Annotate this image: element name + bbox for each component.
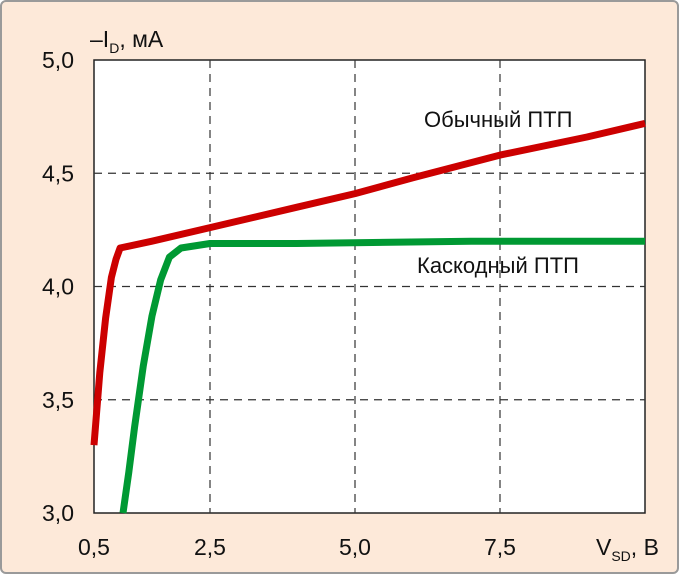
series-label-ordinary-jfet: Обычный ПТП — [424, 107, 572, 132]
x-tick-label-2: 5,0 — [339, 534, 371, 560]
x-tick-label-0: 0,5 — [78, 534, 110, 560]
series-layer — [90, 119, 646, 514]
series-label-cascode-jfet: Каскодный ПТП — [417, 253, 579, 278]
y-tick-label-4: 5,0 — [42, 47, 74, 73]
series-line-1 — [119, 237, 645, 514]
y-tick-label-3: 4,5 — [42, 160, 74, 186]
series-line-0 — [90, 119, 646, 446]
x-tick-label-1: 2,5 — [194, 534, 226, 560]
x-tick-label-3: 7,5 — [484, 534, 516, 560]
y-tick-label-1: 3,5 — [42, 387, 74, 413]
grid-lines — [94, 60, 645, 513]
y-tick-label-2: 4,0 — [42, 274, 74, 300]
tick-labels: 0,5 2,5 5,0 7,5 3,0 3,5 4,0 4,5 5,0 — [42, 47, 516, 560]
x-axis-label: VSD, В — [596, 534, 659, 564]
y-axis-label: –ID, мА — [90, 26, 164, 56]
y-tick-label-0: 3,0 — [42, 500, 74, 526]
